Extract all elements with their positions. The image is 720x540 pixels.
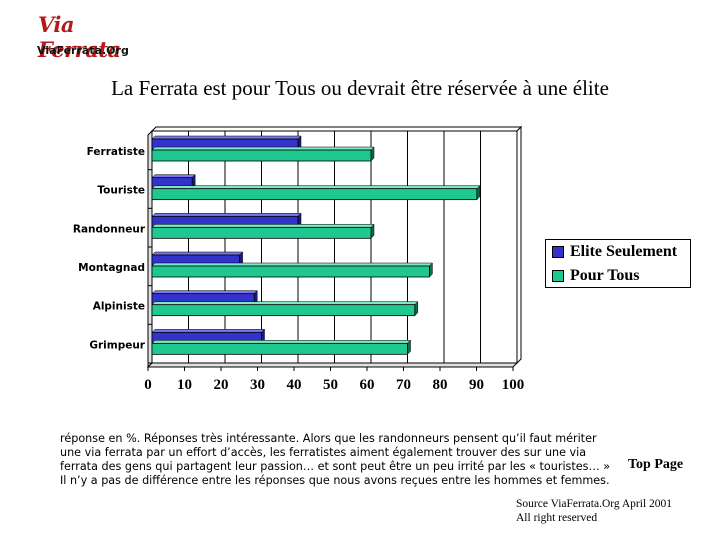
x-tick-label: 40 xyxy=(287,377,302,393)
logo: Via Ferrata ViaFerrata.Org xyxy=(34,12,144,62)
bar-pour-tous xyxy=(151,265,430,278)
plot-side-wall xyxy=(516,125,522,365)
chart-legend: Elite Seulement Pour Tous xyxy=(545,239,691,288)
bar-top xyxy=(151,290,258,294)
x-tick-label: 60 xyxy=(360,377,375,393)
legend-item-pour-tous: Pour Tous xyxy=(552,266,640,286)
logo-wordmark: Via Ferrata xyxy=(38,12,121,62)
plot-top-edge xyxy=(150,126,523,132)
bar-pour-tous xyxy=(151,226,372,239)
bar-top xyxy=(151,329,266,333)
page-title: La Ferrata est pour Tous ou devrait être… xyxy=(111,76,609,100)
legend-label-elite: Elite Seulement xyxy=(570,243,678,260)
bar-top xyxy=(151,224,375,228)
category-label: Ferratiste xyxy=(87,146,145,158)
x-tick-label: 70 xyxy=(396,377,411,393)
bar-top xyxy=(151,262,434,267)
x-tick-label: 80 xyxy=(433,377,448,393)
category-label: Alpiniste xyxy=(93,301,145,313)
bar-top xyxy=(151,340,412,344)
top-page-link[interactable]: Top Page xyxy=(628,457,684,472)
bar-pour-tous xyxy=(151,304,416,317)
x-tick-label: 50 xyxy=(323,377,338,393)
logo-site-name: ViaFerrata.Org xyxy=(37,44,129,57)
bar-top xyxy=(151,135,302,140)
category-label: Randonneur xyxy=(73,223,146,235)
category-label: Touriste xyxy=(97,185,145,197)
category-label: Grimpeur xyxy=(89,339,145,351)
rights-line: All right reserved xyxy=(516,512,598,524)
bar-top xyxy=(151,213,302,217)
legend-swatch-elite xyxy=(552,246,564,258)
legend-swatch-pour-tous xyxy=(552,270,564,282)
x-tick-label: 0 xyxy=(144,377,152,393)
bar-top xyxy=(151,251,244,256)
x-tick-label: 20 xyxy=(214,377,229,393)
source-line: Source ViaFerrata.Org April 2001 xyxy=(516,498,673,510)
bar-pour-tous xyxy=(151,188,478,201)
category-label: Montagnad xyxy=(78,262,145,274)
x-tick-label: 30 xyxy=(250,377,265,393)
bar-top xyxy=(151,301,419,305)
plot-floor xyxy=(146,362,519,368)
x-tick-label: 100 xyxy=(502,377,525,393)
x-tick-label: 90 xyxy=(469,377,484,393)
legend-label-pour-tous: Pour Tous xyxy=(570,267,640,284)
source-credit: Source ViaFerrata.Org April 2001 All rig… xyxy=(516,497,672,525)
bar-top xyxy=(151,185,481,189)
bar-top xyxy=(151,174,196,178)
legend-item-elite: Elite Seulement xyxy=(552,242,677,262)
bar-pour-tous xyxy=(151,342,408,355)
bar-top xyxy=(151,146,375,151)
survey-note: réponse en %. Réponses très intéressante… xyxy=(60,432,611,487)
plot-left-wall xyxy=(147,129,153,369)
bar-pour-tous xyxy=(151,149,372,162)
x-tick-label: 10 xyxy=(177,377,192,393)
